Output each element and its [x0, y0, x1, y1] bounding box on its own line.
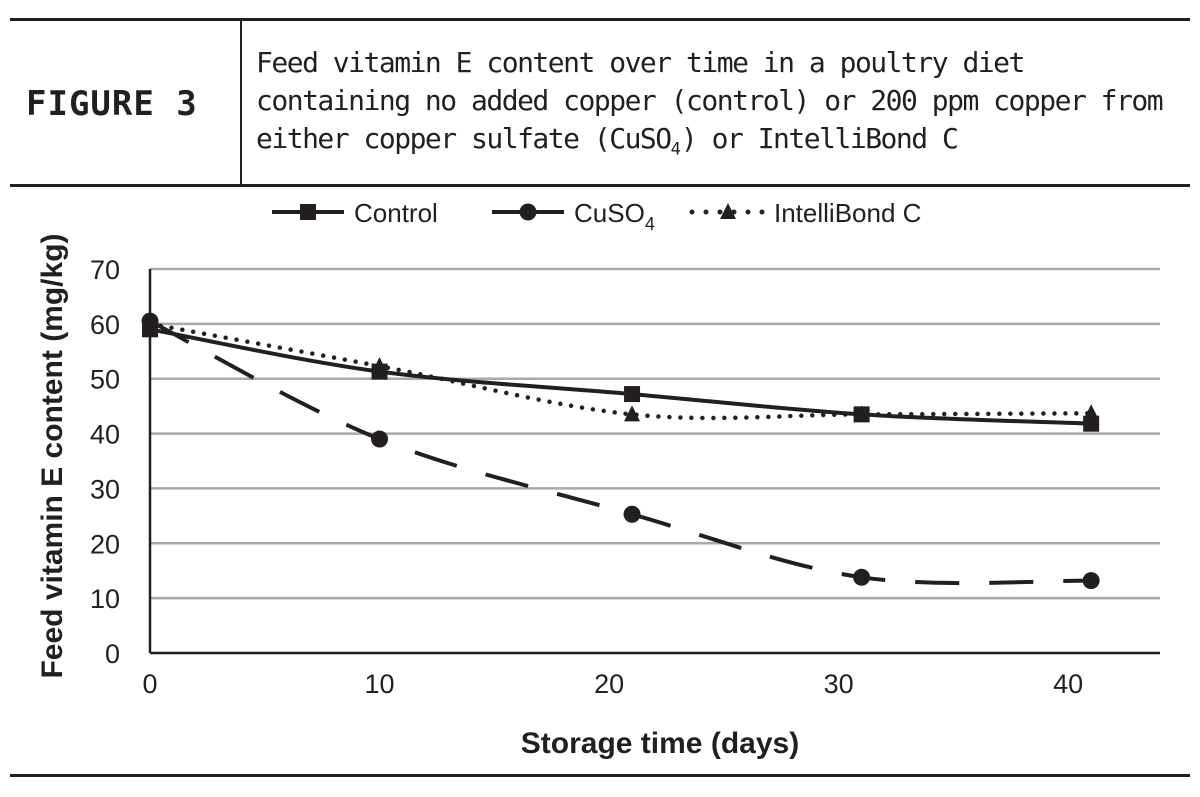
figure-title: Feed vitamin E content over time in a po… — [256, 44, 1176, 158]
bottom-rule — [10, 774, 1190, 777]
series-cuso — [141, 312, 1100, 590]
series-line-intellibond-c — [147, 321, 1094, 421]
data-point-cuso-41 — [1082, 572, 1100, 590]
legend-item-cuso: CuSO4 — [492, 198, 655, 234]
y-tick-label-50: 50 — [90, 365, 120, 395]
x-tick-labels: 0 10 20 30 40 — [142, 669, 1083, 699]
x-tick-label-0: 0 — [142, 669, 157, 699]
figure-label: FIGURE 3 — [26, 84, 198, 124]
data-series — [141, 312, 1100, 590]
legend-label-control: Control — [354, 198, 438, 228]
data-point-cuso-21 — [623, 505, 641, 523]
gridlines — [150, 267, 1160, 600]
x-axis-title: Storage time (days) — [521, 727, 799, 760]
x-tick-label-30: 30 — [824, 669, 854, 699]
legend-item-intellibond-c: IntelliBond C — [689, 198, 921, 228]
line-chart: Control CuSO4 IntelliBond C 01020304050607… — [36, 198, 1160, 760]
data-point-intellibond-c-0 — [142, 314, 158, 331]
data-point-cuso-31 — [853, 568, 871, 586]
header-divider — [240, 21, 242, 184]
y-tick-label-10: 10 — [90, 584, 120, 614]
data-point-intellibond-c-10 — [371, 357, 388, 374]
figure-title-main: Feed vitamin E content over time in a po… — [256, 46, 1164, 155]
header-rule — [10, 184, 1190, 187]
y-tick-label-40: 40 — [90, 420, 120, 450]
figure-title-subscript: 4 — [670, 139, 681, 160]
legend-swatch-marker-intellibond-c — [720, 203, 736, 219]
data-point-intellibond-c-41 — [1083, 404, 1100, 421]
data-point-intellibond-c-21 — [624, 405, 641, 422]
legend-label-intellibond-c: IntelliBond C — [774, 198, 921, 228]
y-tick-label-20: 20 — [90, 529, 120, 559]
x-tick-label-10: 10 — [365, 669, 395, 699]
legend-swatch-marker-control — [300, 204, 316, 220]
legend-item-control: Control — [272, 198, 438, 228]
x-tick-label-40: 40 — [1053, 669, 1083, 699]
y-tick-label-0: 0 — [105, 639, 120, 669]
y-tick-labels: 0 10 20 30 40 50 60 70 — [90, 255, 120, 669]
y-tick-label-30: 30 — [90, 474, 120, 504]
y-tick-label-70: 70 — [90, 255, 120, 285]
legend-label-subscript-cuso: 4 — [645, 214, 655, 234]
data-point-cuso-10 — [371, 430, 389, 448]
legend-swatch-marker-cuso — [519, 203, 537, 221]
x-tick-label-20: 20 — [594, 669, 624, 699]
chart-legend: Control CuSO4 IntelliBond C — [272, 198, 921, 234]
legend-label-cuso: CuSO4 — [574, 198, 655, 234]
y-axis-title: Feed vitamin E content (mg/kg) — [36, 233, 69, 678]
data-point-intellibond-c-31 — [853, 405, 870, 422]
top-rule — [10, 18, 1190, 21]
figure-title-end: ) or IntelliBond C — [680, 122, 959, 155]
series-intellibond-c — [142, 314, 1100, 422]
series-line-control — [149, 327, 1092, 426]
axes — [148, 269, 1160, 655]
data-point-control-21 — [624, 386, 641, 403]
y-tick-label-60: 60 — [90, 310, 120, 340]
